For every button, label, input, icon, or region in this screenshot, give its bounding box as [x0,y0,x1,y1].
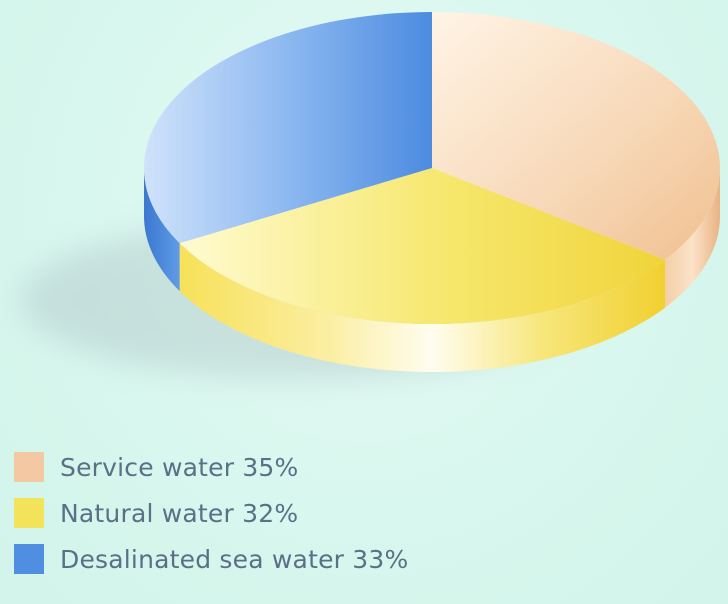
legend-swatch-desalinated-sea-water [14,544,44,574]
legend-label-desalinated-sea-water: Desalinated sea water 33% [60,544,409,574]
pie-side-service-water [664,168,720,308]
pie-side-natural-water [179,243,665,372]
legend: Service water 35% Natural water 32% Desa… [14,448,434,586]
legend-item-desalinated-sea-water: Desalinated sea water 33% [14,540,434,578]
pie-side-desalinated-sea-water [144,168,180,292]
legend-label-natural-water: Natural water 32% [60,498,299,528]
pie-slice-service-water [432,12,720,260]
pie-slice-desalinated-sea-water [143,12,433,244]
legend-item-natural-water: Natural water 32% [14,494,434,532]
legend-swatch-natural-water [14,498,44,528]
legend-label-service-water: Service water 35% [60,452,299,482]
legend-swatch-service-water [14,452,44,482]
pie-chart-3d [20,12,720,380]
pie-top-faces [143,12,720,325]
pie-slice-natural-water [179,168,665,325]
pie-side-walls [144,168,720,372]
legend-item-service-water: Service water 35% [14,448,434,486]
